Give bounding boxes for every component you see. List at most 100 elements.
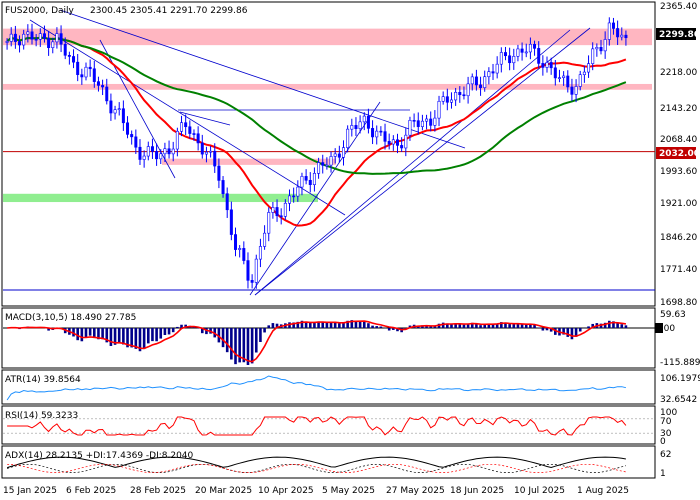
candle-body [549,62,553,69]
candle-body [296,186,300,197]
candle-body [570,86,574,95]
macd-label: MACD(3,10,5) 18.490 27.785 [5,313,136,323]
trendlines-layer [3,9,655,296]
atr-panel-frame [1,369,656,405]
candle-body [412,120,416,122]
candle-body [591,48,595,64]
candle-body [429,118,433,126]
macd-bar [138,328,142,352]
candle-body [163,148,167,155]
zones-layer [3,28,652,203]
atr-label: ATR(14) 39.8564 [5,375,81,385]
price-tick: 1698.80 [660,298,697,308]
candle-body [470,76,474,85]
macd-bar [491,324,495,328]
macd-bar [304,321,308,328]
macd-bar [72,328,75,337]
macd-bar [271,323,275,328]
candle-body [595,47,599,50]
candle-body [524,51,528,54]
trend-line [249,101,381,296]
macd-bar [608,320,611,328]
candle-body [341,147,345,158]
last-price-badge: 2299.86 [656,28,700,40]
macd-bar [587,326,590,328]
candle-body [603,39,607,52]
macd-bar [126,328,129,348]
macd-bar [325,322,329,328]
moving-averages-layer [6,36,627,227]
candle-body [155,151,159,160]
candle-body [275,207,279,217]
macd-bar [230,328,233,360]
adx-line [6,456,626,469]
candle-body [204,151,208,155]
rsi-label: RSI(14) 59.3233 [5,411,78,421]
macd-bar [554,328,557,335]
macd-bar [151,328,154,342]
macd-bar [80,328,84,342]
macd-bar [524,324,528,328]
candle-body [404,134,408,149]
macd-bar [92,328,96,339]
candle-body [192,133,196,135]
candle-body [105,86,109,102]
macd-panel-frame [1,307,656,369]
macd-bar [358,321,362,328]
candles-layer [5,17,628,289]
candle-body [101,85,105,88]
macd-signal-line [7,320,627,363]
candle-body [512,55,516,64]
candle-body [445,96,449,103]
macd-bar [296,321,300,328]
candle-body [479,84,483,88]
candle-body [84,66,88,78]
price-tick: 1771.40 [660,265,697,275]
candle-body [607,22,611,40]
candle-body [371,128,375,138]
macd-bar [462,324,466,328]
date-tick: 5 May 2025 [322,486,375,496]
date-tick: 27 May 2025 [386,486,445,496]
candle-body [42,33,46,39]
candle-body [267,212,271,234]
ohlc-label: 2300.45 2305.41 2291.70 2299.86 [90,6,248,16]
macd-bar [541,328,545,331]
macd-bar [425,325,428,328]
macd-bar [500,322,503,328]
macd-bar [171,328,175,333]
candle-body [624,34,628,39]
candle-body [51,41,55,48]
macd-bar [163,328,167,335]
indicators-layer [3,320,655,473]
adx-panel-frame [1,445,656,479]
candle-body [587,63,591,73]
macd-bar [483,324,487,328]
candle-body [113,109,117,114]
macd-bar [441,322,445,328]
macd-bar [429,326,433,328]
rsi-tick: 0 [660,437,666,447]
macd-bar [446,323,449,328]
date-tick: 10 Apr 2025 [258,486,314,496]
macd-bar [130,328,133,348]
macd-bar [433,325,437,328]
macd-bar [367,323,370,328]
candle-body [449,99,453,103]
candle-body [288,195,292,204]
resistance-zone [3,28,652,46]
macd-bar [221,328,225,348]
candle-body [258,246,262,260]
macd-bar [346,320,349,328]
trend-line [29,19,346,216]
candle-body [283,202,287,217]
candle-body [38,33,42,40]
ma-slow-line [6,36,627,175]
macd-bar [234,328,237,365]
candle-body [76,61,80,75]
candle-body [5,41,9,43]
price-tick: 2143.20 [660,104,697,114]
candle-body [184,122,188,128]
candle-body [346,128,350,148]
